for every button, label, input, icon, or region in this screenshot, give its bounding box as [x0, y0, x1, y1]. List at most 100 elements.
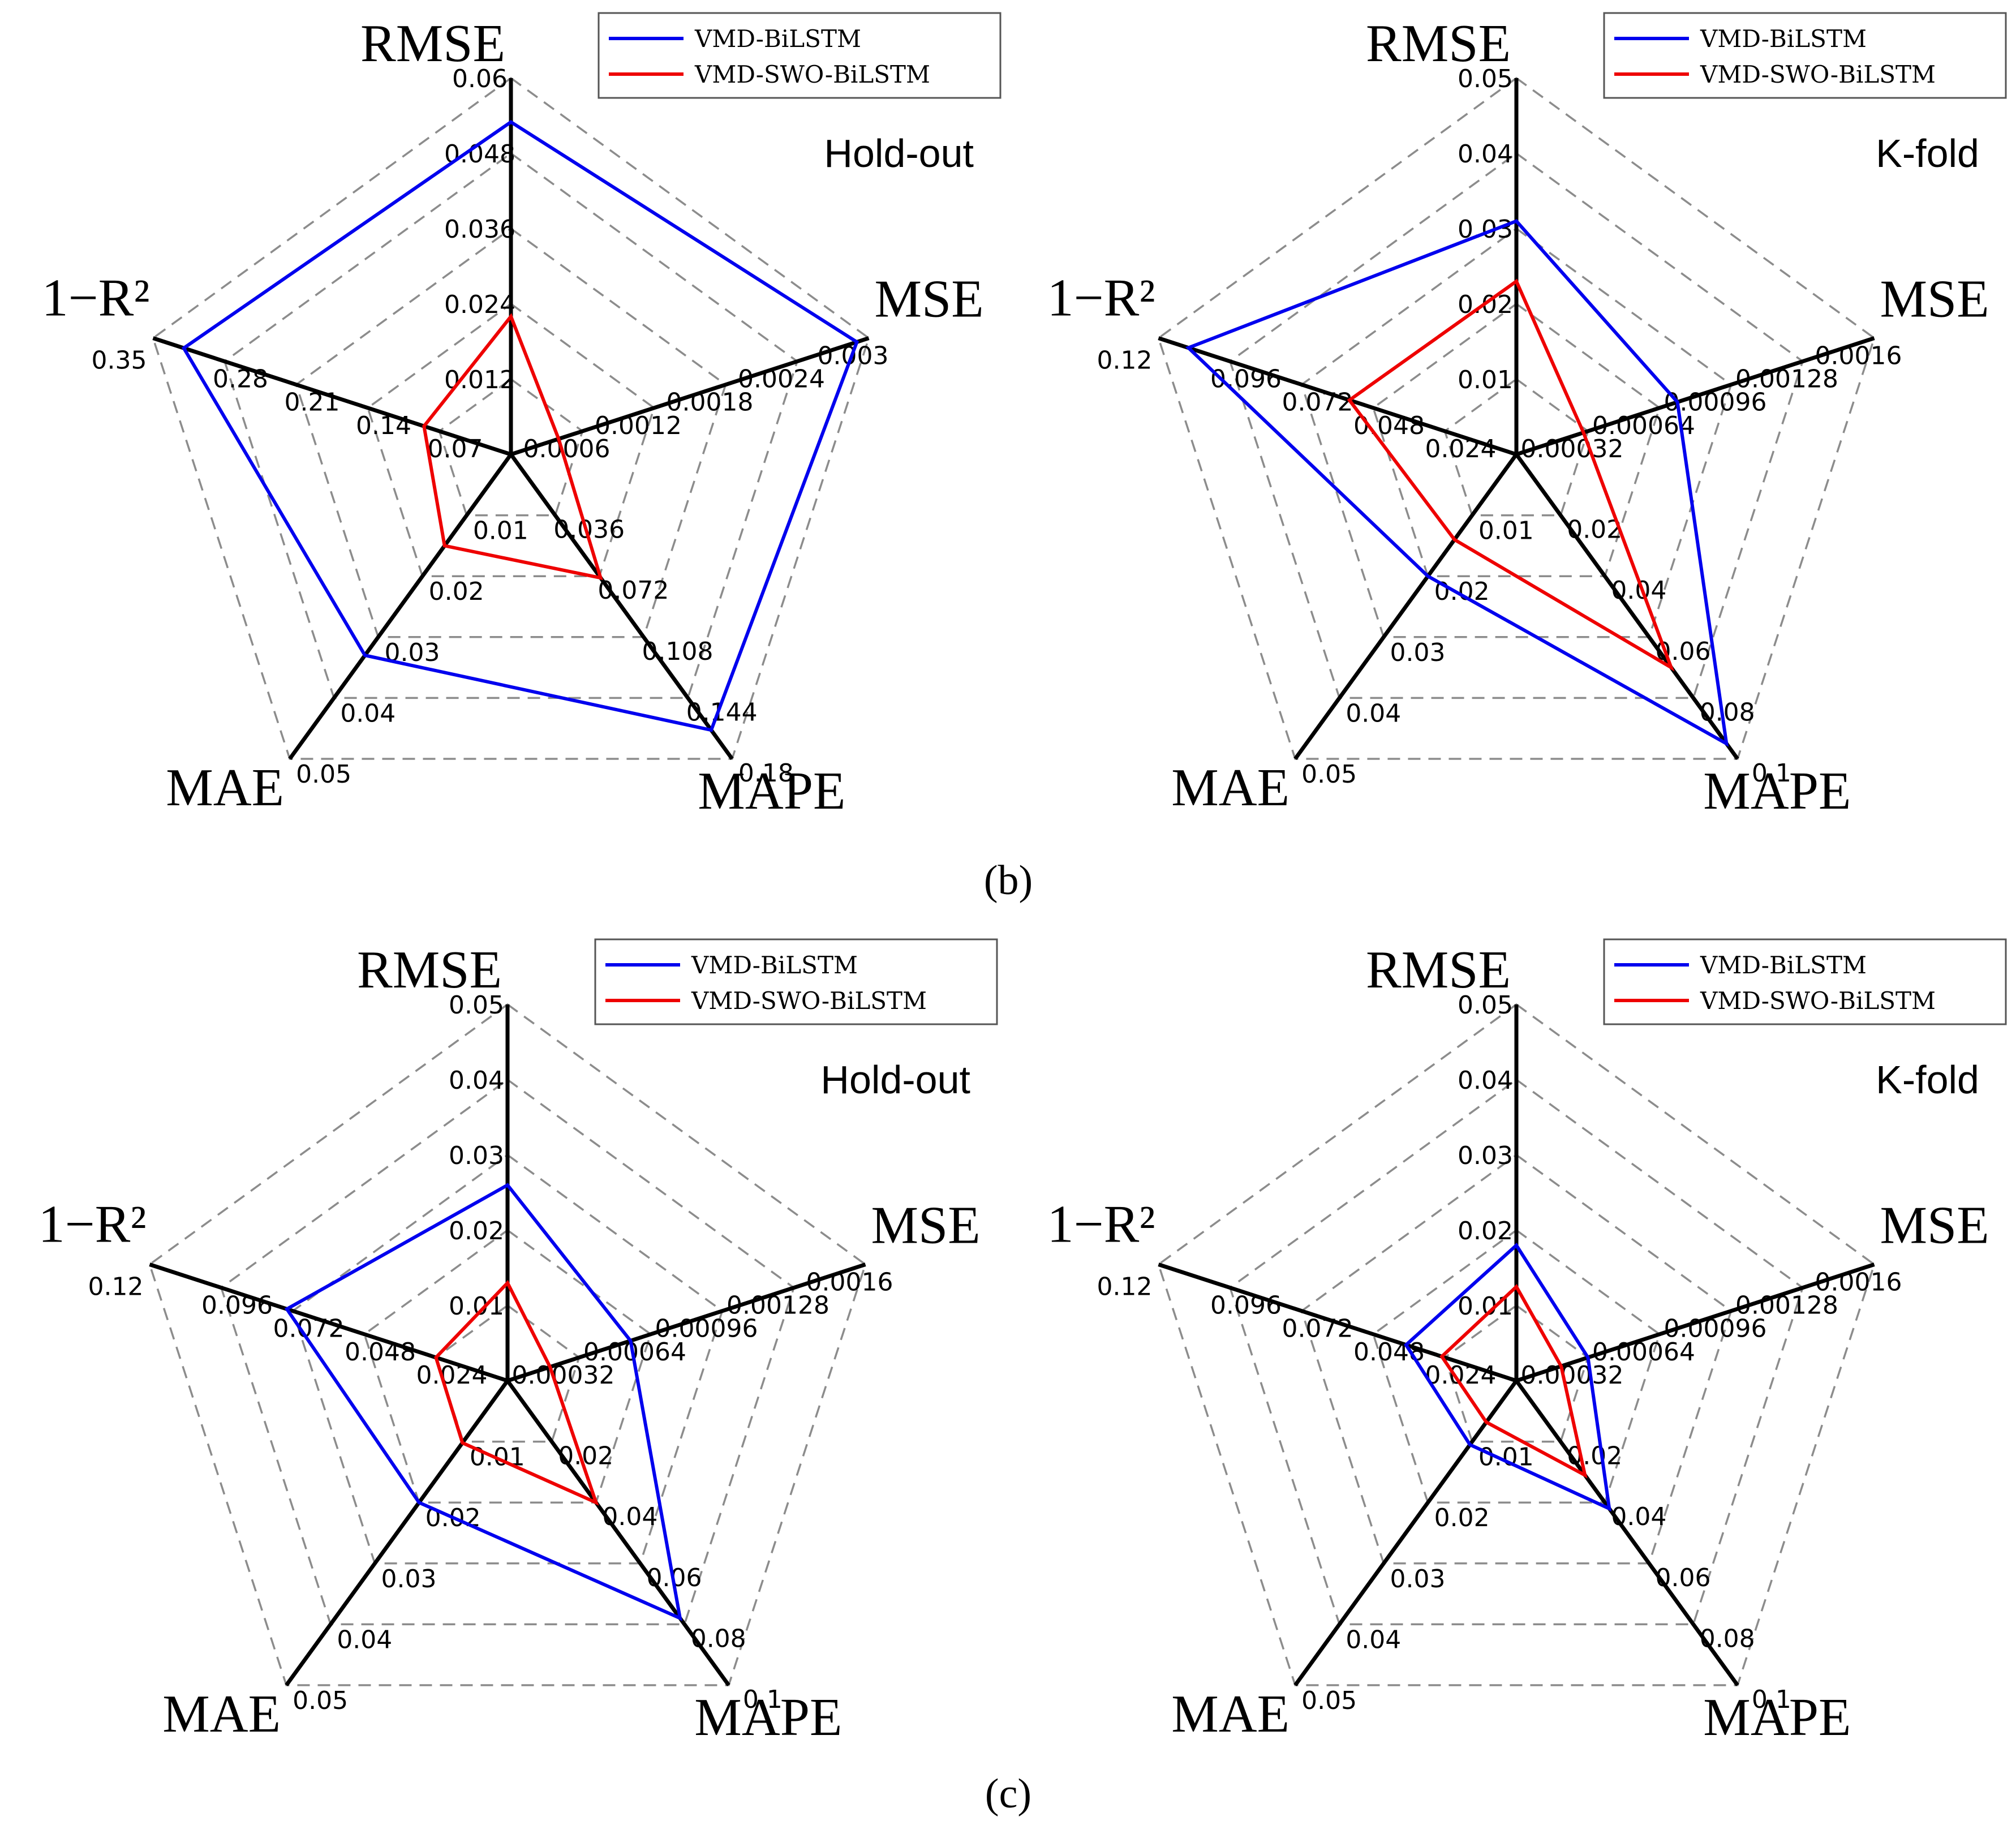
tick-label: 0.00096 [1664, 1315, 1767, 1343]
tick-label: 0.00128 [727, 1291, 829, 1320]
legend-label-vmd-bilstm: VMD-BiLSTM [691, 951, 858, 979]
tick-label: 0.0018 [667, 388, 754, 417]
grid-ring-1 [438, 377, 584, 517]
axis-label-mape: MAPE [694, 1688, 842, 1747]
tick-label: 0.01 [1478, 1443, 1534, 1472]
grid-ring-2 [1372, 1229, 1661, 1504]
tick-label: 0.35 [92, 346, 147, 375]
grid-ring-4 [1228, 1078, 1804, 1626]
tick-label: 0.12 [1097, 346, 1153, 375]
grid-ring-2 [366, 302, 656, 577]
tick-label: 0.00128 [1735, 365, 1838, 394]
legend-box [598, 12, 1001, 99]
axis-spoke-1r [1158, 336, 1518, 457]
tick-label: 0.00032 [1521, 435, 1624, 463]
axis-label-rmse: RMSE [360, 14, 505, 73]
tick-label: 0.08 [691, 1624, 746, 1653]
legend-box [1603, 938, 2007, 1025]
axis-label-r2: 1−R² [1047, 1195, 1155, 1254]
tick-label: 0.00064 [1592, 1338, 1695, 1367]
tick-label: 0.00096 [655, 1315, 758, 1343]
tick-label: 0.05 [1301, 1686, 1357, 1715]
legend-label-vmd-bilstm: VMD-BiLSTM [1700, 951, 1867, 979]
tick-label: 0.072 [1282, 388, 1353, 417]
legend: VMD-BiLSTM VMD-SWO-BiLSTM [1603, 938, 2007, 1025]
tick-label: 0.02 [558, 1442, 613, 1471]
legend-label-vmd-swo-bilstm: VMD-SWO-BiLSTM [691, 987, 927, 1015]
tick-label: 0.024 [416, 1361, 488, 1390]
tick-label: 0.0016 [1815, 1268, 1902, 1297]
tick-label: 0.048 [345, 1338, 416, 1367]
caption-c: (c) [985, 1771, 1031, 1817]
tick-label: 0.18 [738, 759, 794, 788]
tick-label: 0.04 [337, 1625, 392, 1654]
tick-label: 0.03 [1458, 1141, 1513, 1170]
tick-label: 0.05 [1458, 65, 1513, 93]
method-label: K-fold [1876, 1058, 1979, 1102]
legend-label-vmd-bilstm: VMD-BiLSTM [1700, 25, 1867, 53]
tick-label: 0.06 [452, 65, 508, 93]
tick-label: 0.05 [296, 760, 351, 789]
method-label: K-fold [1876, 131, 1979, 175]
tick-label: 0.0024 [738, 365, 825, 394]
tick-label: 0.00128 [1735, 1291, 1838, 1320]
legend: VMD-BiLSTM VMD-SWO-BiLSTM [594, 938, 998, 1025]
series-line-vmd-bilstm [284, 1183, 682, 1621]
legend-label-vmd-swo-bilstm: VMD-SWO-BiLSTM [694, 61, 930, 88]
legend-label-vmd-bilstm: VMD-BiLSTM [694, 25, 861, 53]
tick-label: 0.072 [1282, 1315, 1353, 1343]
tick-label: 0.05 [1301, 760, 1357, 789]
tick-label: 0.04 [1346, 1625, 1401, 1654]
tick-label: 0.1 [743, 1685, 783, 1714]
radar-chart-1: 0.0120.0240.0360.0480.060.00060.00120.00… [42, 12, 1001, 821]
tick-label: 0.07 [428, 435, 483, 463]
axis-label-r2: 1−R² [1047, 269, 1155, 328]
tick-label: 0.02 [1434, 577, 1490, 606]
tick-label: 0.024 [1425, 435, 1497, 463]
tick-label: 0.04 [1346, 699, 1401, 728]
tick-label: 0.096 [201, 1291, 273, 1320]
tick-label: 0.02 [429, 577, 484, 606]
tick-label: 0.072 [598, 576, 669, 605]
tick-label: 0.04 [449, 1066, 504, 1095]
tick-label: 0.048 [1353, 1338, 1425, 1367]
caption-b: (b) [984, 857, 1033, 904]
tick-label: 0.02 [1458, 1217, 1513, 1246]
axis-spoke-mae [285, 1379, 509, 1687]
tick-label: 0.04 [1458, 140, 1513, 169]
axis-label-mape: MAPE [698, 762, 845, 821]
tick-label: 0.28 [213, 365, 268, 394]
tick-label: 0.14 [356, 411, 411, 440]
tick-label: 0.1 [1752, 1685, 1791, 1714]
series-line-vmd-swo-bilstm [1439, 1283, 1588, 1479]
axis-label-mape: MAPE [1703, 762, 1851, 821]
tick-label: 0.05 [1458, 991, 1513, 1020]
axis-spoke-mae [1293, 1379, 1518, 1687]
legend-label-vmd-swo-bilstm: VMD-SWO-BiLSTM [1700, 61, 1936, 88]
tick-label: 0.06 [1656, 1564, 1711, 1592]
series-line-vmd-swo-bilstm [422, 313, 603, 581]
axis-label-mse: MSE [874, 270, 983, 329]
grid-ring-5 [1157, 1003, 1876, 1686]
series-line-vmd-bilstm [1404, 1242, 1611, 1512]
grid-ring-3 [1300, 227, 1733, 638]
grid-ring-2 [363, 1229, 652, 1504]
grid-ring-1 [1443, 377, 1589, 517]
tick-label: 0.048 [1353, 411, 1425, 440]
tick-label: 0.21 [285, 388, 340, 417]
series-line-vmd-swo-bilstm [434, 1279, 599, 1506]
tick-label: 0.024 [444, 290, 515, 319]
radar-chart-2: 0.010.020.030.040.050.000320.000640.0009… [1047, 12, 2007, 821]
tick-label: 0.02 [1434, 1504, 1490, 1532]
axis-spoke-mse [1515, 336, 1875, 457]
axis-spoke-1r [149, 1262, 509, 1383]
tick-label: 0.02 [1567, 1442, 1622, 1471]
tick-label: 0.01 [473, 517, 528, 546]
axis-label-rmse: RMSE [357, 940, 502, 999]
tick-label: 0.04 [1458, 1066, 1513, 1095]
tick-label: 0.05 [449, 991, 504, 1020]
legend-box [1603, 12, 2007, 99]
tick-label: 0.0016 [806, 1268, 893, 1297]
series-line-vmd-bilstm [181, 120, 859, 732]
